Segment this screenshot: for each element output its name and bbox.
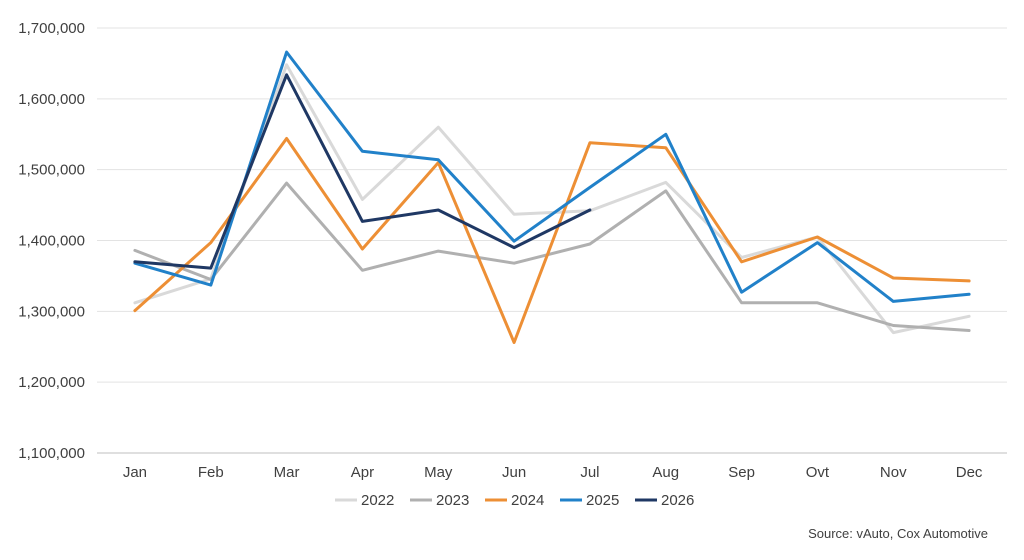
- series-lines: [133, 50, 971, 344]
- legend-label-2025: 2025: [586, 492, 619, 509]
- legend-label-2023: 2023: [436, 492, 469, 509]
- y-tick-label: 1,200,000: [18, 374, 85, 391]
- series-line-2025: [133, 50, 971, 303]
- y-tick-label: 1,600,000: [18, 91, 85, 108]
- x-tick-label: Nov: [880, 464, 907, 481]
- y-tick-label: 1,700,000: [18, 20, 85, 37]
- series-line-2022: [133, 63, 971, 335]
- x-tick-label: Feb: [198, 464, 224, 481]
- y-tick-label: 1,500,000: [18, 162, 85, 179]
- x-tick-label: Apr: [351, 464, 374, 481]
- source-note: Source: vAuto, Cox Automotive: [808, 526, 988, 541]
- x-tick-label: Jul: [580, 464, 599, 481]
- x-tick-label: Ovt: [806, 464, 830, 481]
- x-tick-label: Dec: [956, 464, 983, 481]
- x-tick-label: Jan: [123, 464, 147, 481]
- x-tick-label: Sep: [728, 464, 755, 481]
- legend-label-2022: 2022: [361, 492, 394, 509]
- x-tick-label: Aug: [652, 464, 679, 481]
- y-axis-tick-labels: 1,100,000 1,200,000 1,300,000 1,400,000 1,50…: [18, 20, 85, 462]
- y-tick-label: 1,300,000: [18, 303, 85, 320]
- x-axis-tick-labels: Jan Feb Mar Apr May Jun Jul Aug Sep Ovt Nov Dec: [123, 464, 983, 481]
- legend-label-2026: 2026: [661, 492, 694, 509]
- x-tick-label: May: [424, 464, 453, 481]
- series-line-2026: [133, 73, 592, 270]
- x-tick-label: Mar: [274, 464, 300, 481]
- series-line-2023: [133, 181, 971, 332]
- y-tick-label: 1,100,000: [18, 445, 85, 462]
- legend: 2022 2023 2024 2025 2026: [335, 492, 694, 509]
- y-tick-label: 1,400,000: [18, 233, 85, 250]
- x-tick-label: Jun: [502, 464, 526, 481]
- legend-label-2024: 2024: [511, 492, 544, 509]
- series-line-2024: [133, 137, 971, 344]
